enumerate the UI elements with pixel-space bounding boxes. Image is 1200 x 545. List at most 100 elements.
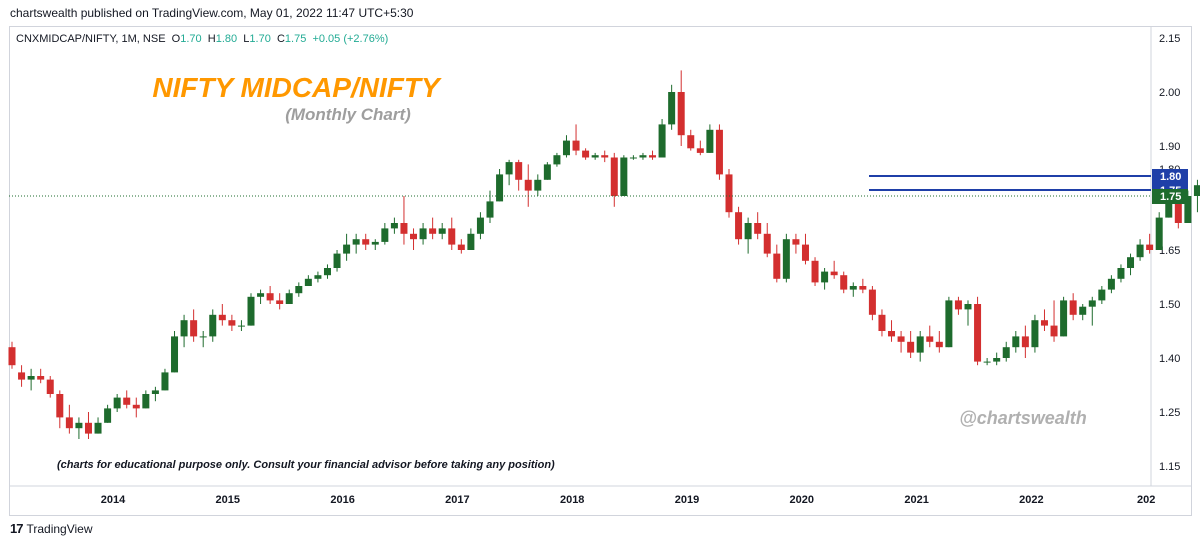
candle-body[interactable] bbox=[725, 174, 733, 213]
candle-body[interactable] bbox=[37, 376, 45, 380]
candle-body[interactable] bbox=[104, 408, 112, 423]
candle-body[interactable] bbox=[228, 320, 236, 326]
candle-body[interactable] bbox=[314, 275, 322, 279]
candle-body[interactable] bbox=[658, 124, 666, 158]
candle-body[interactable] bbox=[1136, 244, 1144, 258]
candle-body[interactable] bbox=[1012, 336, 1020, 348]
candle-body[interactable] bbox=[257, 293, 265, 297]
candle-body[interactable] bbox=[343, 244, 351, 254]
candle-body[interactable] bbox=[591, 155, 599, 158]
candle-body[interactable] bbox=[830, 271, 838, 276]
candle-body[interactable] bbox=[792, 239, 800, 245]
candle-body[interactable] bbox=[1002, 347, 1010, 358]
candle-body[interactable] bbox=[295, 286, 303, 294]
candle-body[interactable] bbox=[677, 92, 685, 136]
candle-body[interactable] bbox=[285, 293, 293, 304]
candle-body[interactable] bbox=[505, 162, 513, 175]
candle-body[interactable] bbox=[1107, 278, 1115, 290]
candle-body[interactable] bbox=[419, 228, 427, 240]
candle-body[interactable] bbox=[935, 341, 943, 348]
candle-body[interactable] bbox=[754, 223, 762, 234]
candle-body[interactable] bbox=[18, 372, 26, 380]
candle-body[interactable] bbox=[524, 179, 532, 191]
candle-body[interactable] bbox=[1146, 244, 1154, 250]
candle-body[interactable] bbox=[352, 239, 360, 245]
candle-body[interactable] bbox=[993, 358, 1001, 362]
candle-body[interactable] bbox=[209, 314, 217, 337]
candle-body[interactable] bbox=[1088, 300, 1096, 307]
candle-body[interactable] bbox=[1155, 217, 1163, 250]
candle-body[interactable] bbox=[438, 228, 446, 234]
candle-body[interactable] bbox=[687, 135, 695, 149]
candle-body[interactable] bbox=[1069, 300, 1077, 315]
candle-body[interactable] bbox=[362, 239, 370, 245]
candle-body[interactable] bbox=[84, 422, 92, 434]
candle-body[interactable] bbox=[801, 244, 809, 261]
candle-body[interactable] bbox=[639, 155, 647, 158]
candle-body[interactable] bbox=[543, 164, 551, 180]
candle-body[interactable] bbox=[649, 155, 657, 158]
candle-body[interactable] bbox=[983, 361, 991, 363]
candle-body[interactable] bbox=[916, 336, 924, 353]
candle-body[interactable] bbox=[706, 129, 714, 153]
tradingview-logo[interactable]: 17 TradingView bbox=[10, 521, 93, 536]
candle-body[interactable] bbox=[27, 376, 35, 380]
candle-body[interactable] bbox=[1117, 268, 1125, 279]
candle-body[interactable] bbox=[744, 223, 752, 240]
candle-body[interactable] bbox=[868, 289, 876, 315]
candle-body[interactable] bbox=[429, 228, 437, 234]
candle-body[interactable] bbox=[333, 253, 341, 268]
candle-body[interactable] bbox=[1184, 196, 1192, 223]
candle-body[interactable] bbox=[620, 157, 628, 197]
candle-body[interactable] bbox=[237, 325, 245, 327]
candle-body[interactable] bbox=[1021, 336, 1029, 348]
candle-body[interactable] bbox=[629, 157, 637, 159]
candle-body[interactable] bbox=[476, 217, 484, 234]
candle-body[interactable] bbox=[448, 228, 456, 245]
candle-body[interactable] bbox=[715, 129, 723, 175]
candle-body[interactable] bbox=[390, 223, 398, 229]
candle-body[interactable] bbox=[735, 212, 743, 240]
candle-body[interactable] bbox=[878, 314, 886, 331]
candle-body[interactable] bbox=[190, 320, 198, 337]
candle-body[interactable] bbox=[1174, 190, 1182, 223]
candle-body[interactable] bbox=[247, 296, 255, 326]
candle-body[interactable] bbox=[610, 157, 618, 197]
candle-body[interactable] bbox=[763, 233, 771, 254]
candle-body[interactable] bbox=[8, 347, 16, 366]
candle-body[interactable] bbox=[811, 260, 819, 283]
candle-body[interactable] bbox=[926, 336, 934, 342]
candle-body[interactable] bbox=[1050, 325, 1058, 337]
candle-body[interactable] bbox=[496, 174, 504, 202]
candle-body[interactable] bbox=[266, 293, 274, 301]
candle-body[interactable] bbox=[218, 314, 226, 321]
candle-body[interactable] bbox=[180, 320, 188, 337]
candle-body[interactable] bbox=[696, 148, 704, 153]
candle-body[interactable] bbox=[276, 300, 284, 304]
candle-body[interactable] bbox=[1060, 300, 1068, 337]
candle-body[interactable] bbox=[534, 179, 542, 191]
candle-body[interactable] bbox=[65, 417, 73, 429]
candle-body[interactable] bbox=[1040, 320, 1048, 326]
candle-body[interactable] bbox=[954, 300, 962, 310]
candle-body[interactable] bbox=[907, 341, 915, 353]
candle-body[interactable] bbox=[46, 379, 54, 394]
candle-body[interactable] bbox=[1079, 306, 1087, 315]
chart-frame[interactable] bbox=[9, 26, 1192, 516]
candle-body[interactable] bbox=[171, 336, 179, 373]
candle-body[interactable] bbox=[199, 336, 207, 338]
candle-body[interactable] bbox=[371, 241, 379, 245]
candle-body[interactable] bbox=[773, 253, 781, 279]
candle-body[interactable] bbox=[410, 233, 418, 240]
candle-body[interactable] bbox=[897, 336, 905, 342]
candle-body[interactable] bbox=[1098, 289, 1106, 301]
candle-body[interactable] bbox=[888, 331, 896, 337]
candle-body[interactable] bbox=[974, 304, 982, 362]
candle-body[interactable] bbox=[553, 155, 561, 165]
candle-body[interactable] bbox=[782, 239, 790, 279]
candle-body[interactable] bbox=[94, 422, 102, 434]
candle-body[interactable] bbox=[75, 422, 83, 429]
candle-body[interactable] bbox=[668, 92, 676, 125]
candle-body[interactable] bbox=[457, 244, 465, 250]
